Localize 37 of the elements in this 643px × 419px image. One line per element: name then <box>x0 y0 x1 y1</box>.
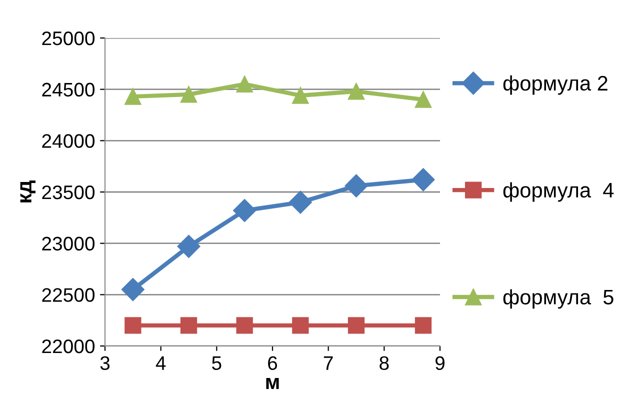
point <box>344 174 368 198</box>
legend-label: формула 5 <box>503 289 614 309</box>
x-tick-label: 9 <box>436 356 444 370</box>
point <box>292 87 309 104</box>
y-tick-label: 23500 <box>42 185 95 200</box>
legend-label: формула 2 <box>503 75 608 95</box>
y-tick-label: 22000 <box>42 339 95 354</box>
legend-label: формула 4 <box>503 182 614 202</box>
point <box>124 88 142 105</box>
point <box>412 168 435 192</box>
x-tick-label: 3 <box>100 356 110 370</box>
point <box>348 83 365 100</box>
y-axis-title: кд <box>20 180 36 202</box>
x-tick-label: 5 <box>212 356 222 370</box>
point <box>236 76 253 93</box>
y-tick-label: 24000 <box>42 134 95 148</box>
y-tick-label: 22500 <box>42 288 95 302</box>
point <box>292 317 309 334</box>
y-tick-label: 25000 <box>42 31 95 46</box>
point <box>288 190 312 214</box>
point <box>348 317 365 334</box>
point <box>414 317 432 334</box>
point <box>180 86 198 103</box>
y-tick-label: 24500 <box>42 82 95 97</box>
point <box>414 91 432 108</box>
point <box>233 198 256 222</box>
x-tick-label: 6 <box>268 356 278 370</box>
point <box>124 317 142 334</box>
x-tick-label: 4 <box>156 356 166 370</box>
point <box>177 234 200 258</box>
point <box>236 317 253 334</box>
point <box>180 317 198 334</box>
x-tick-label: 8 <box>380 356 389 370</box>
y-tick-label: 23000 <box>42 236 95 251</box>
point <box>121 278 144 302</box>
x-axis-title: м <box>266 378 279 389</box>
x-tick-label: 7 <box>324 356 333 370</box>
